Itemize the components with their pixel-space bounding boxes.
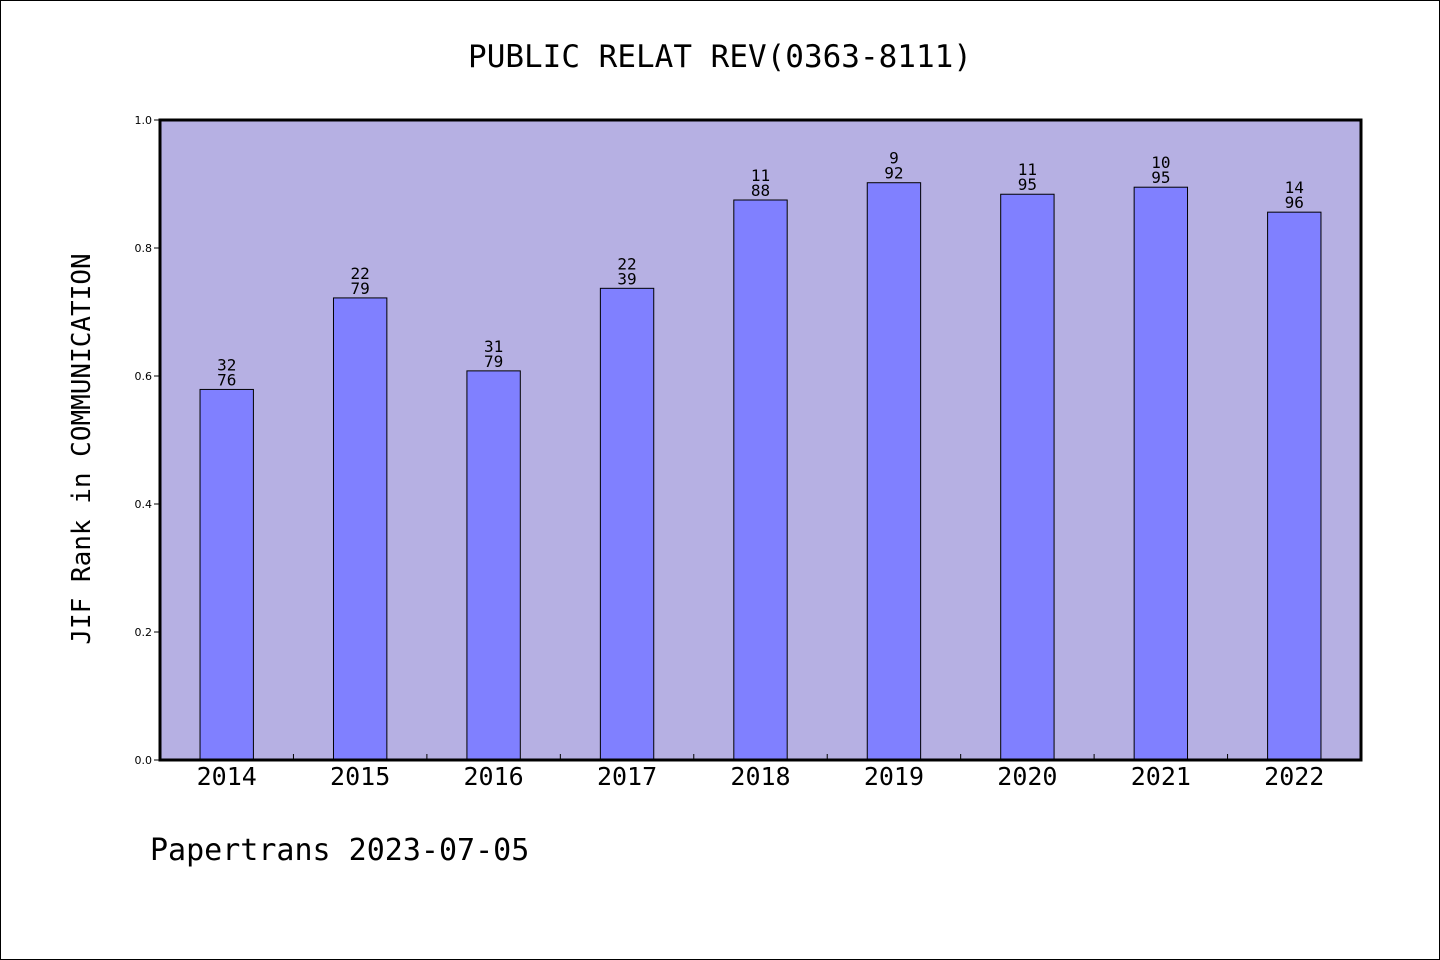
bar-2016: [466, 370, 521, 761]
rank-label-position: 22: [617, 254, 636, 273]
rank-label-total: 95: [1151, 168, 1170, 187]
rank-label-total: 39: [617, 269, 636, 288]
x-tick-label: 2022: [1264, 762, 1324, 791]
y-tick-label: 1.0: [135, 114, 153, 127]
y-tick-label: 0.0: [135, 754, 153, 767]
bar-2015: [332, 297, 388, 761]
rank-label-position: 11: [751, 166, 770, 185]
bar-2014: [199, 388, 254, 761]
rank-label-position: 31: [484, 337, 503, 356]
x-tick-label: 2015: [330, 762, 390, 791]
rank-label-position: 11: [1018, 160, 1037, 179]
rank-label-total: 79: [484, 352, 503, 371]
chart-title: PUBLIC RELAT REV(0363-8111): [468, 39, 972, 75]
rank-label-total: 92: [884, 164, 903, 183]
x-tick-label: 2019: [864, 762, 924, 791]
x-tick-label: 2021: [1131, 762, 1191, 791]
bar-2022: [1267, 211, 1322, 761]
y-tick-label: 0.6: [135, 370, 153, 383]
rank-label-total: 96: [1285, 193, 1304, 212]
footer-text: Papertrans 2023-07-05: [150, 833, 530, 868]
y-axis: 0.0 0.2 0.4 0.6 0.8 1.0: [135, 114, 160, 767]
rank-label-total: 76: [217, 370, 236, 389]
rank-label-position: 9: [889, 149, 899, 168]
bars: [199, 182, 1322, 761]
bar-2019: [866, 182, 922, 761]
x-tick-label: 2014: [197, 762, 257, 791]
bar-2018: [733, 199, 788, 761]
y-tick-label: 0.4: [135, 498, 153, 511]
rank-label-position: 22: [351, 264, 370, 283]
y-tick-label: 0.8: [135, 242, 153, 255]
y-tick-label: 0.2: [135, 626, 153, 639]
x-tick-label: 2017: [597, 762, 657, 791]
rank-label-position: 32: [217, 355, 236, 374]
x-axis: 2014 2015 2016 2017 2018 2019 2020 2021 2022: [197, 754, 1324, 791]
bar-2021: [1133, 186, 1189, 761]
x-tick-label: 2018: [730, 762, 790, 791]
rank-label-total: 88: [751, 181, 770, 200]
x-tick-label: 2020: [997, 762, 1057, 791]
rank-label-total: 79: [351, 279, 370, 298]
bar-2017: [599, 287, 655, 761]
rank-label-position: 10: [1151, 153, 1170, 172]
plot-border: [158, 118, 1363, 762]
y-axis-label: JIF Rank in COMMUNICATION: [67, 253, 97, 644]
x-tick-label: 2016: [464, 762, 524, 791]
bar-2020: [1000, 193, 1055, 761]
rank-label-total: 95: [1018, 175, 1037, 194]
rank-label-position: 14: [1285, 178, 1304, 197]
